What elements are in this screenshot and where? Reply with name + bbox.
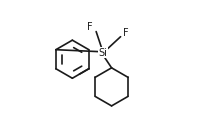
Text: F: F xyxy=(87,22,93,32)
Text: F: F xyxy=(123,28,129,38)
Text: Si: Si xyxy=(99,48,108,58)
